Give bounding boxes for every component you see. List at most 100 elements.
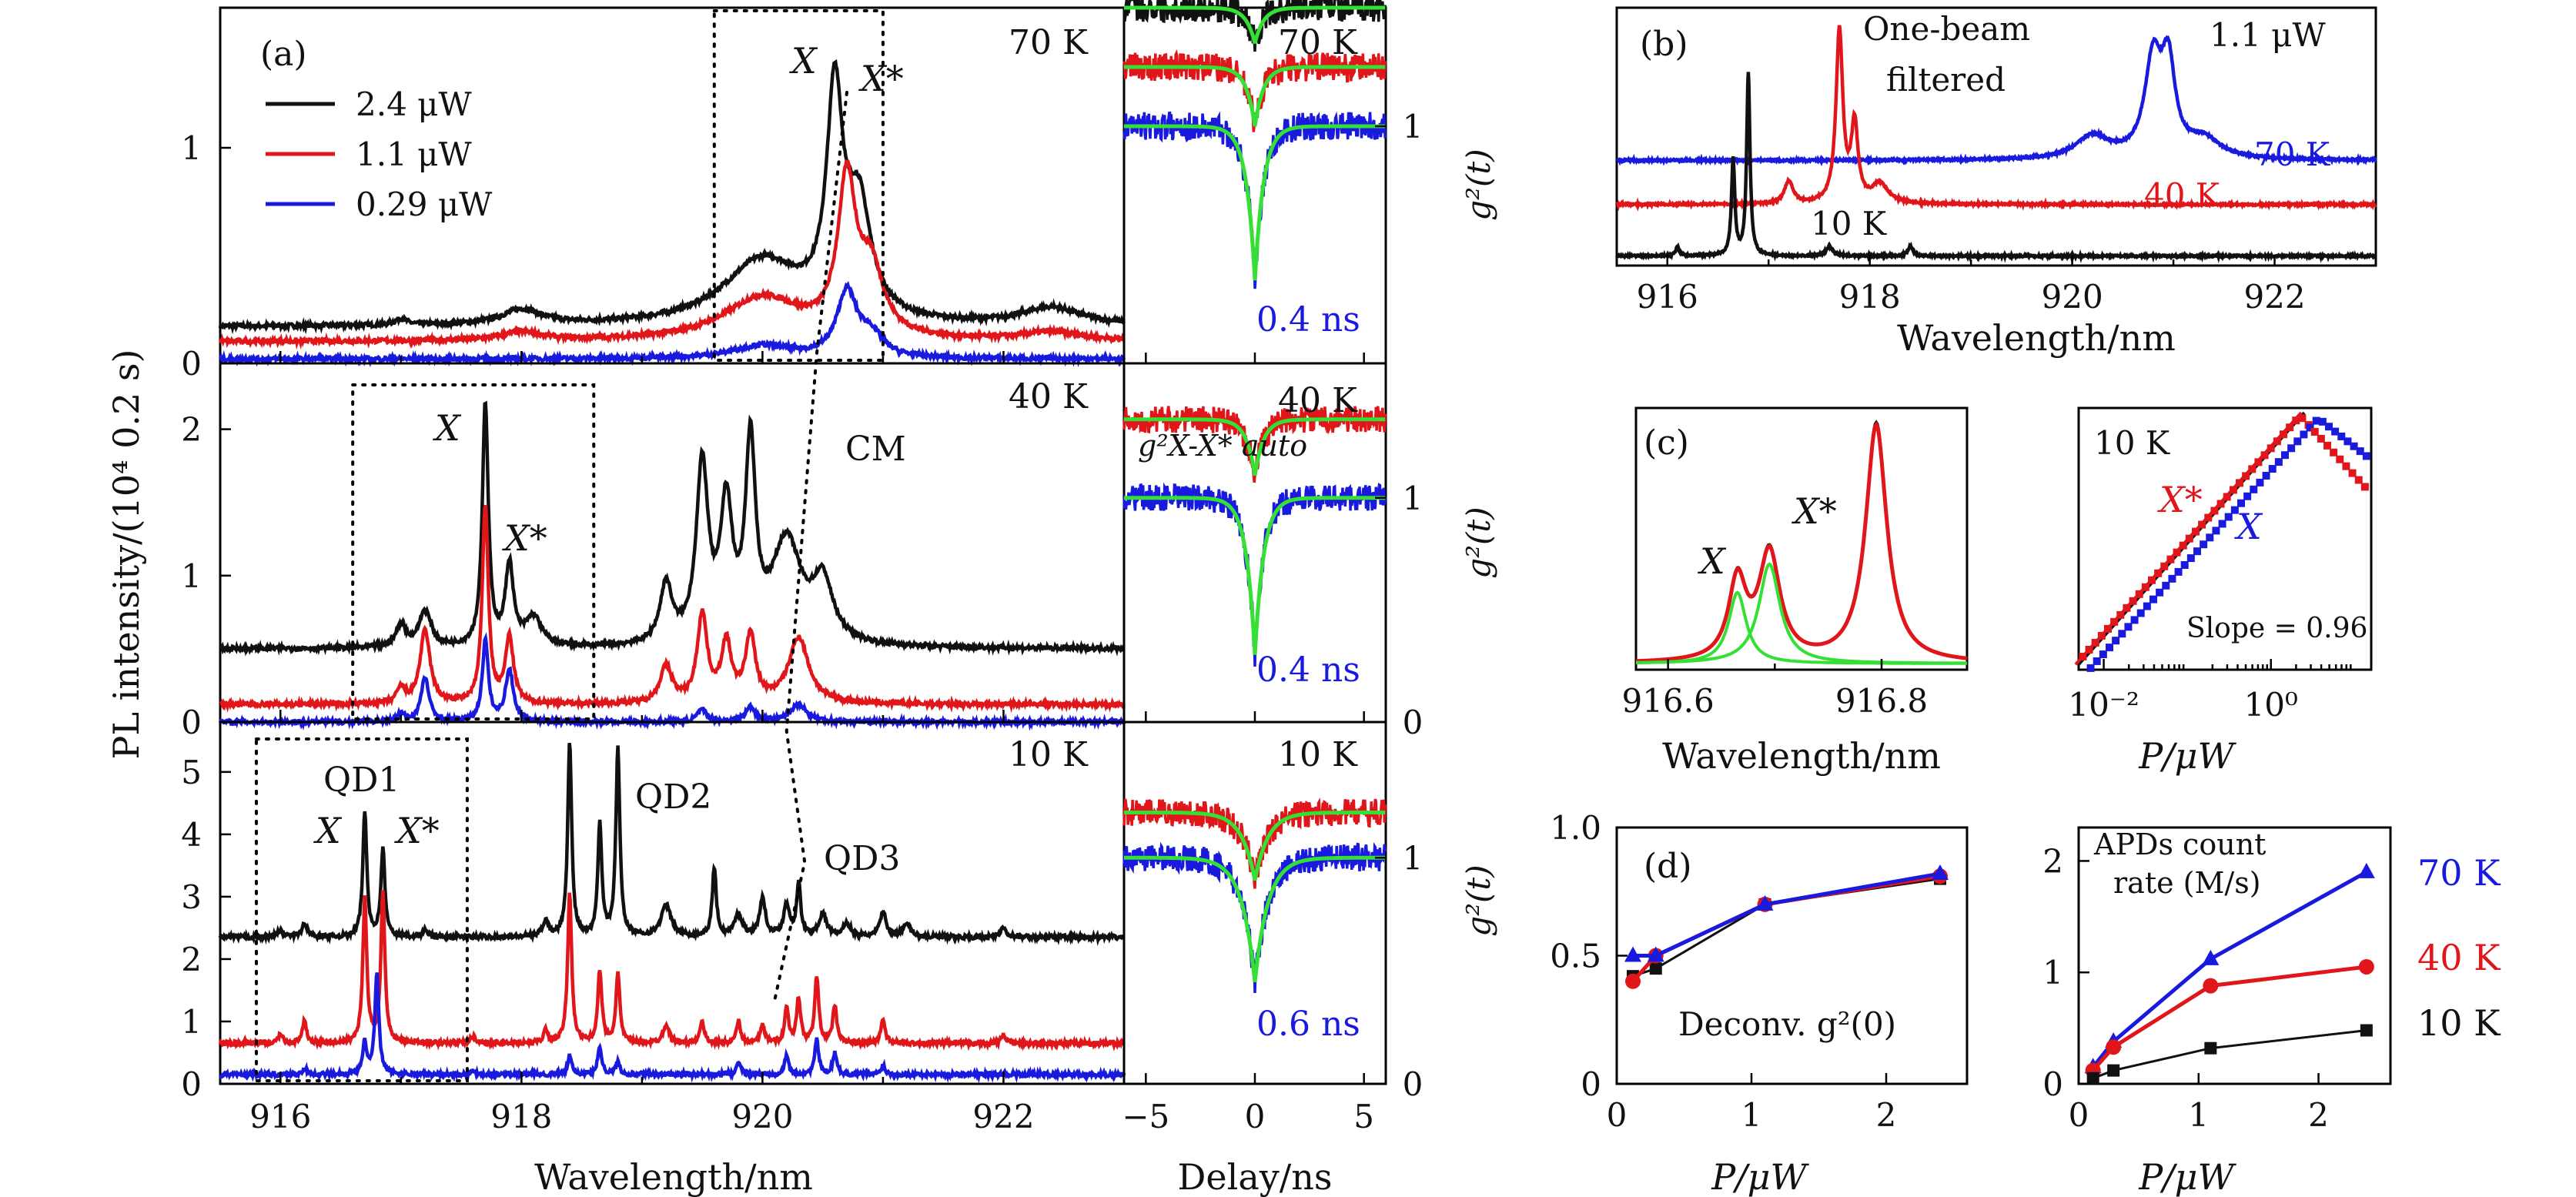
e-xtick-label-0: 0 <box>2069 1096 2089 1134</box>
cr-point-xs <box>2223 493 2231 501</box>
panel-e-frame <box>2077 826 2392 1085</box>
cr-point-x <box>2337 432 2346 440</box>
cr-point-xs <box>2148 576 2156 584</box>
axis-label-cr-x: P/μW <box>2138 735 2236 777</box>
cr-point-x <box>2274 458 2283 466</box>
cr-point-xs <box>2129 597 2137 605</box>
ytick-label-a-2-4: 4 <box>181 816 202 854</box>
b-spectrum-2 <box>1615 72 2377 264</box>
peak-label-cm: CM <box>845 430 906 469</box>
cr-point-xs <box>2323 441 2331 450</box>
cr-point-x <box>2362 452 2370 460</box>
cr-point-x <box>2218 520 2226 528</box>
spectrum-40K-0 <box>219 400 1126 657</box>
peak-label-qd3: QD3 <box>824 839 900 878</box>
xtick-label-a-922: 922 <box>972 1098 1034 1135</box>
e-label-40k: 40 K <box>2417 937 2501 978</box>
deconv-label: Deconv. g²(0) <box>1678 1005 1896 1043</box>
ytick-label-a-1-0: 0 <box>181 704 202 741</box>
peak-label-xs-40k: X* <box>502 517 547 559</box>
d-line-70K <box>1633 871 1941 958</box>
cr-point-x <box>2306 423 2314 432</box>
cr-point-xs <box>2104 624 2112 633</box>
cr-point-xs <box>2229 486 2237 494</box>
ytick-label-a-2-5: 5 <box>181 754 202 791</box>
cr-point-xs <box>2317 434 2325 443</box>
xtick-label-cr-0: 10⁻² <box>2068 686 2139 724</box>
e-xtick-label-1: 1 <box>2188 1096 2209 1134</box>
cr-point-xs <box>2198 520 2206 529</box>
cr-point-x <box>2112 637 2120 645</box>
cr-point-xs <box>2179 541 2187 550</box>
cr-point-x <box>2086 664 2095 672</box>
c-label-xs: X* <box>1791 490 1837 532</box>
xtick-label-g2-0: −5 <box>1122 1098 1169 1135</box>
cr-point-xs <box>2160 562 2169 570</box>
cr-point-xs <box>2248 465 2257 473</box>
axis-label-g2-y-70: g²(t) <box>1460 149 1497 220</box>
cr-point-xs <box>2173 548 2181 557</box>
xtick-label-g2-2: 5 <box>1353 1098 1374 1135</box>
ytick-label-g2-2-0: 0 <box>1403 1065 1423 1103</box>
g2-fit-2-0 <box>1124 811 1386 881</box>
cr-point-x <box>2162 581 2170 590</box>
b-spectrum-1 <box>1615 25 2377 212</box>
cr-point-xs <box>2079 653 2087 660</box>
spectrum-10K-2 <box>218 972 1126 1084</box>
cr-point-x <box>2224 513 2233 521</box>
panel-a-label: (a) <box>260 35 307 74</box>
cr-point-xs <box>2354 476 2363 484</box>
legend-entry-2-4uw: 2.4 μW <box>356 85 472 123</box>
d-line-10K <box>1632 878 1941 978</box>
cr-point-x <box>2262 471 2270 480</box>
cr-point-x <box>2281 451 2289 460</box>
cr-point-xs <box>2280 430 2287 439</box>
cr-point-xs <box>2260 451 2269 460</box>
e-point-10K-2 <box>2204 1042 2217 1055</box>
g2-fit-1-1 <box>1124 496 1386 655</box>
cr-point-xs <box>2154 569 2163 577</box>
cr-point-x <box>2186 554 2195 563</box>
one-beam-line2: filtered <box>1886 61 2006 99</box>
slope-label: Slope = 0.96 <box>2186 613 2367 644</box>
spectrum-70K-2 <box>218 281 1126 368</box>
cr-point-x <box>2124 623 2133 631</box>
b-power: 1.1 μW <box>2210 16 2326 54</box>
cr-point-x <box>2212 527 2220 535</box>
xtick-label-a-916: 916 <box>249 1098 311 1135</box>
cr-point-xs <box>2292 416 2300 425</box>
d-point-70K-1 <box>1647 946 1664 962</box>
cr-point-x <box>2149 595 2157 604</box>
peak-label-qd2: QD2 <box>635 777 711 817</box>
panel-b-frame <box>1615 6 2377 267</box>
peak-label-xs-10k: X* <box>394 810 440 851</box>
cr-point-x <box>2350 442 2358 450</box>
cr-point-xs <box>2110 617 2119 626</box>
legend-entry-0-29uw: 0.29 μW <box>356 186 493 223</box>
temp-70k-g2: 70 K <box>1278 23 1358 62</box>
ytick-label-a-2-1: 1 <box>181 1003 202 1041</box>
e-line-70K <box>2091 870 2368 1068</box>
ytick-label-g2-1-0: 0 <box>1403 704 1423 741</box>
cr-point-x <box>2312 416 2320 425</box>
cr-point-xs <box>2342 462 2350 470</box>
d-ytick-label-0.5: 0.5 <box>1550 938 1601 975</box>
peak-label-x-70k: X <box>789 40 818 82</box>
ytick-label-a-2-0: 0 <box>181 1065 202 1103</box>
axis-label-a-x: Wavelength/nm <box>534 1156 813 1197</box>
cr-point-x <box>2136 609 2145 617</box>
panel-c-frame <box>1634 406 1969 671</box>
cr-point-xs <box>2185 534 2193 543</box>
cr-point-x <box>2180 561 2189 569</box>
e-point-40K-3 <box>2358 958 2374 975</box>
axis-label-e-x: P/μW <box>2138 1156 2236 1197</box>
cr-point-xs <box>2330 448 2338 456</box>
d-xtick-label-1: 1 <box>1741 1096 1762 1134</box>
e-label-70k: 70 K <box>2417 852 2501 894</box>
axis-label-g2-x: Delay/ns <box>1178 1156 1333 1197</box>
cr-point-xs <box>2360 483 2369 491</box>
xtick-label-a-920: 920 <box>731 1098 793 1135</box>
d-point-70K-0 <box>1624 946 1641 962</box>
spectrum-70K-0 <box>218 59 1126 335</box>
